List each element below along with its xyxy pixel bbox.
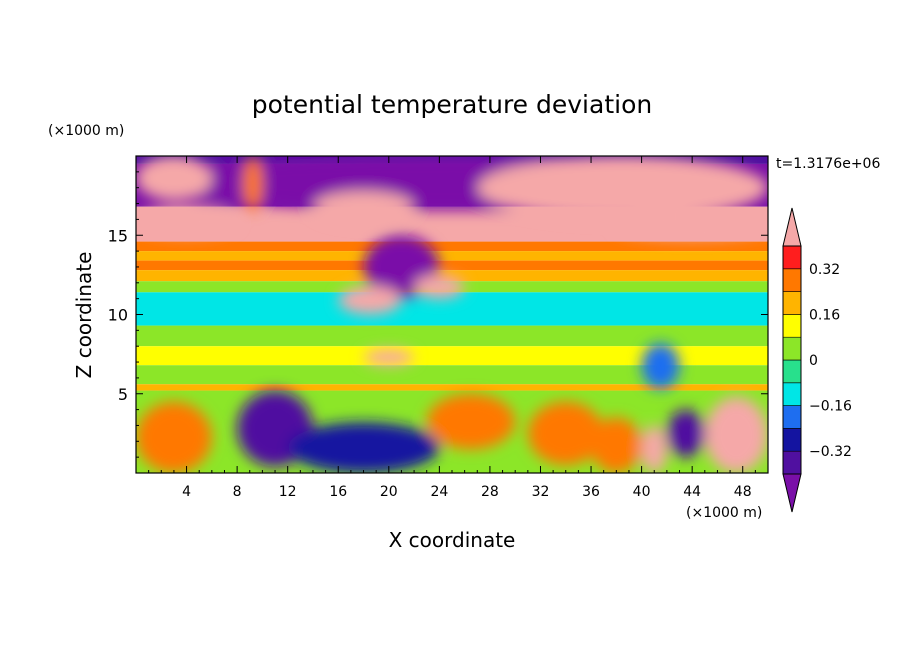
colorbar-band: [782, 428, 802, 452]
y-tick-label: 5: [118, 385, 128, 404]
time-label: t=1.3176e+06: [776, 156, 880, 172]
contour-layer-9: [136, 325, 768, 347]
contour-feature-11: [641, 343, 680, 389]
x-tick-label: 8: [233, 484, 242, 500]
colorbar-band: [782, 450, 802, 475]
contour-feature-8: [338, 285, 402, 315]
colorbar-extend-bottom: [782, 473, 802, 513]
contour-feature-19: [666, 409, 705, 458]
colorbar-band: [782, 245, 802, 270]
contour-layer-5: [136, 260, 768, 271]
colorbar-tick-label: 0: [809, 353, 818, 369]
x-unit-label: (×1000 m): [686, 505, 762, 521]
contour-layer-11: [136, 365, 768, 385]
x-axis-ticks: 4 8 12 16 20 24 28 32 36 40 44 48: [148, 156, 756, 500]
contour-layer-8: [136, 292, 768, 326]
contour-feature-9: [414, 274, 465, 299]
colorbar-tick-label: −0.32: [809, 444, 852, 460]
x-tick-label: 40: [633, 484, 651, 500]
contour-feature-3: [312, 190, 415, 223]
x-tick-label: 4: [182, 484, 191, 500]
contour-layer-6: [136, 270, 768, 282]
contour-feature-4: [477, 156, 768, 220]
chart-title: potential temperature deviation: [252, 90, 652, 119]
y-tick-label: 10: [108, 306, 128, 325]
colorbar-band: [782, 314, 802, 338]
contour-layer-12: [136, 384, 768, 391]
y-unit-label: (×1000 m): [48, 123, 124, 139]
x-tick-label: 24: [430, 484, 448, 500]
x-tick-label: 20: [380, 484, 398, 500]
x-tick-label: 28: [481, 484, 499, 500]
contour-feature-18: [641, 425, 667, 473]
contour-feature-10: [363, 349, 415, 366]
colorbar-band: [782, 405, 802, 429]
colorbar-tick-label: 0.32: [809, 262, 840, 278]
y-axis-label: Z coordinate: [72, 252, 96, 379]
contour-feature-12: [136, 401, 212, 473]
colorbar-extend-top: [782, 207, 802, 247]
contour-feature-14: [287, 422, 440, 473]
colorbar-band: [782, 268, 802, 292]
x-tick-label: 32: [532, 484, 550, 500]
x-tick-label: 36: [582, 484, 600, 500]
contour-layer-4: [136, 251, 768, 261]
colorbar-band: [782, 336, 802, 361]
plot-area: [136, 156, 768, 473]
contour-feature-2: [243, 156, 263, 212]
y-axis-ticks: 5 10 15: [108, 171, 768, 458]
x-tick-label: 48: [734, 484, 752, 500]
colorbar-frame: [782, 245, 802, 475]
contour-feature-1: [136, 156, 212, 201]
y-tick-label: 15: [108, 226, 128, 245]
contour-features: [136, 156, 768, 473]
colorbar-band: [782, 291, 802, 315]
contour-feature-5: [136, 206, 238, 236]
x-tick-label: 44: [683, 484, 701, 500]
contour-feature-6: [616, 216, 768, 239]
colorbar-band: [782, 382, 802, 406]
colorbar: 0.32 0.16 0 −0.16 −0.32: [782, 207, 852, 513]
contour-feature-15: [426, 393, 516, 450]
colorbar-tick-label: −0.16: [809, 399, 852, 415]
colorbar-band: [782, 359, 802, 384]
x-axis-label: X coordinate: [389, 528, 516, 552]
x-tick-label: 12: [279, 484, 297, 500]
contour-feature-20: [704, 396, 768, 473]
contour-layer-3: [136, 241, 768, 252]
colorbar-tick-label: 0.16: [809, 307, 840, 323]
contour-layer-10: [136, 346, 768, 366]
contour-feature-17: [591, 417, 642, 473]
x-tick-label: 16: [329, 484, 347, 500]
contour-feature-16: [527, 401, 604, 466]
